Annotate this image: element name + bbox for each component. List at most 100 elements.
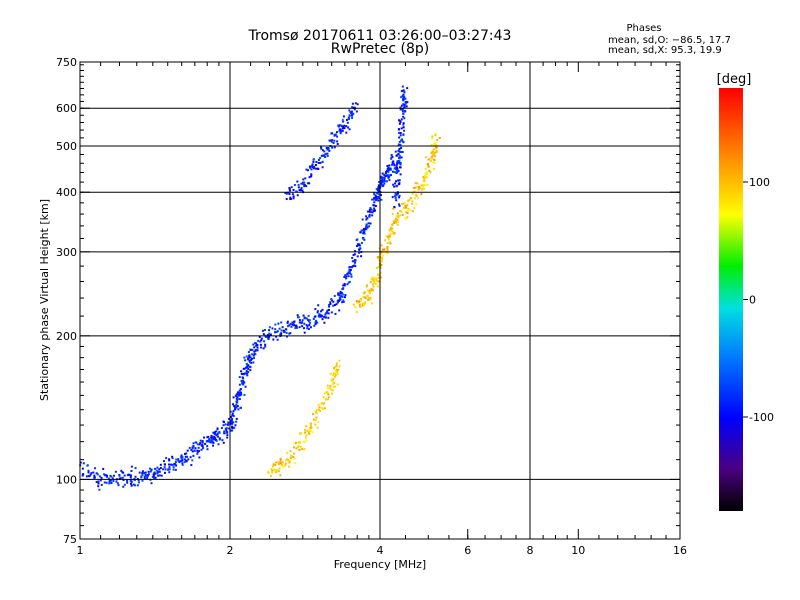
data-point xyxy=(377,184,380,187)
data-point xyxy=(334,372,337,375)
data-point xyxy=(431,150,434,153)
data-point xyxy=(359,244,362,247)
data-point xyxy=(238,392,241,395)
data-point xyxy=(186,449,189,452)
data-point xyxy=(383,239,386,242)
data-point xyxy=(340,130,343,133)
data-point xyxy=(337,292,340,295)
data-point xyxy=(361,304,364,307)
data-point xyxy=(255,344,258,347)
data-point xyxy=(235,406,238,409)
data-point xyxy=(172,466,175,469)
data-point xyxy=(228,427,231,430)
data-point xyxy=(273,468,276,471)
data-point xyxy=(317,304,320,307)
data-point xyxy=(212,444,215,447)
data-point xyxy=(234,394,237,397)
data-point xyxy=(394,182,397,185)
data-point xyxy=(290,325,293,328)
data-point xyxy=(397,149,400,152)
data-point xyxy=(98,475,101,478)
data-point xyxy=(303,448,306,451)
data-point xyxy=(268,329,271,332)
data-point xyxy=(253,342,256,345)
data-point xyxy=(199,442,202,445)
data-point xyxy=(309,166,312,169)
data-point xyxy=(369,297,372,300)
data-point xyxy=(330,388,333,391)
data-point xyxy=(356,244,359,247)
data-point xyxy=(342,284,345,287)
data-point xyxy=(147,470,150,473)
data-point xyxy=(302,327,305,330)
data-point xyxy=(333,366,336,369)
data-point xyxy=(284,192,287,195)
data-point xyxy=(362,292,365,295)
data-point xyxy=(385,235,388,238)
data-point xyxy=(366,284,369,287)
data-point xyxy=(289,198,292,201)
data-point xyxy=(194,441,197,444)
data-point xyxy=(152,473,155,476)
data-point xyxy=(208,438,211,441)
data-point xyxy=(386,247,389,250)
data-point xyxy=(284,464,287,467)
data-point xyxy=(362,227,365,230)
data-point xyxy=(396,163,399,166)
data-point xyxy=(239,406,242,409)
data-point xyxy=(271,471,274,474)
y-tick-label: 400 xyxy=(56,186,77,199)
data-point xyxy=(164,471,167,474)
data-point xyxy=(289,196,292,199)
data-point xyxy=(354,265,357,268)
data-point xyxy=(93,476,96,479)
data-point xyxy=(386,248,389,251)
data-point xyxy=(402,112,405,115)
data-point xyxy=(389,229,392,232)
data-point xyxy=(322,154,325,157)
data-point xyxy=(293,324,296,327)
data-point xyxy=(288,332,291,335)
data-point xyxy=(120,469,123,472)
data-point xyxy=(292,456,295,459)
data-point xyxy=(358,243,361,246)
data-point xyxy=(363,302,366,305)
data-point xyxy=(280,329,283,332)
data-point xyxy=(280,321,283,324)
data-point xyxy=(240,370,243,373)
data-point xyxy=(259,340,262,343)
data-point xyxy=(144,471,147,474)
data-point xyxy=(108,482,111,485)
data-point xyxy=(400,127,403,130)
data-point xyxy=(349,266,352,269)
data-point xyxy=(339,298,342,301)
data-point xyxy=(390,157,393,160)
data-point xyxy=(403,129,406,132)
data-point xyxy=(351,265,354,268)
data-point xyxy=(319,161,322,164)
data-point xyxy=(428,169,431,172)
data-point xyxy=(153,471,156,474)
data-point xyxy=(334,134,337,137)
data-point xyxy=(380,252,383,255)
data-point xyxy=(398,141,401,144)
data-point xyxy=(405,211,408,214)
data-point xyxy=(321,160,324,163)
data-point xyxy=(220,427,223,430)
data-point xyxy=(334,312,337,315)
data-point xyxy=(344,296,347,299)
data-point xyxy=(312,317,315,320)
data-point xyxy=(389,235,392,238)
data-point xyxy=(134,475,137,478)
data-point xyxy=(412,187,415,190)
data-point xyxy=(368,215,371,218)
data-point xyxy=(210,438,213,441)
data-point xyxy=(331,146,334,149)
data-point xyxy=(245,372,248,375)
data-point xyxy=(433,168,436,171)
data-point xyxy=(198,443,201,446)
data-point xyxy=(372,204,375,207)
data-point xyxy=(262,347,265,350)
data-point xyxy=(191,450,194,453)
data-point xyxy=(305,324,308,327)
